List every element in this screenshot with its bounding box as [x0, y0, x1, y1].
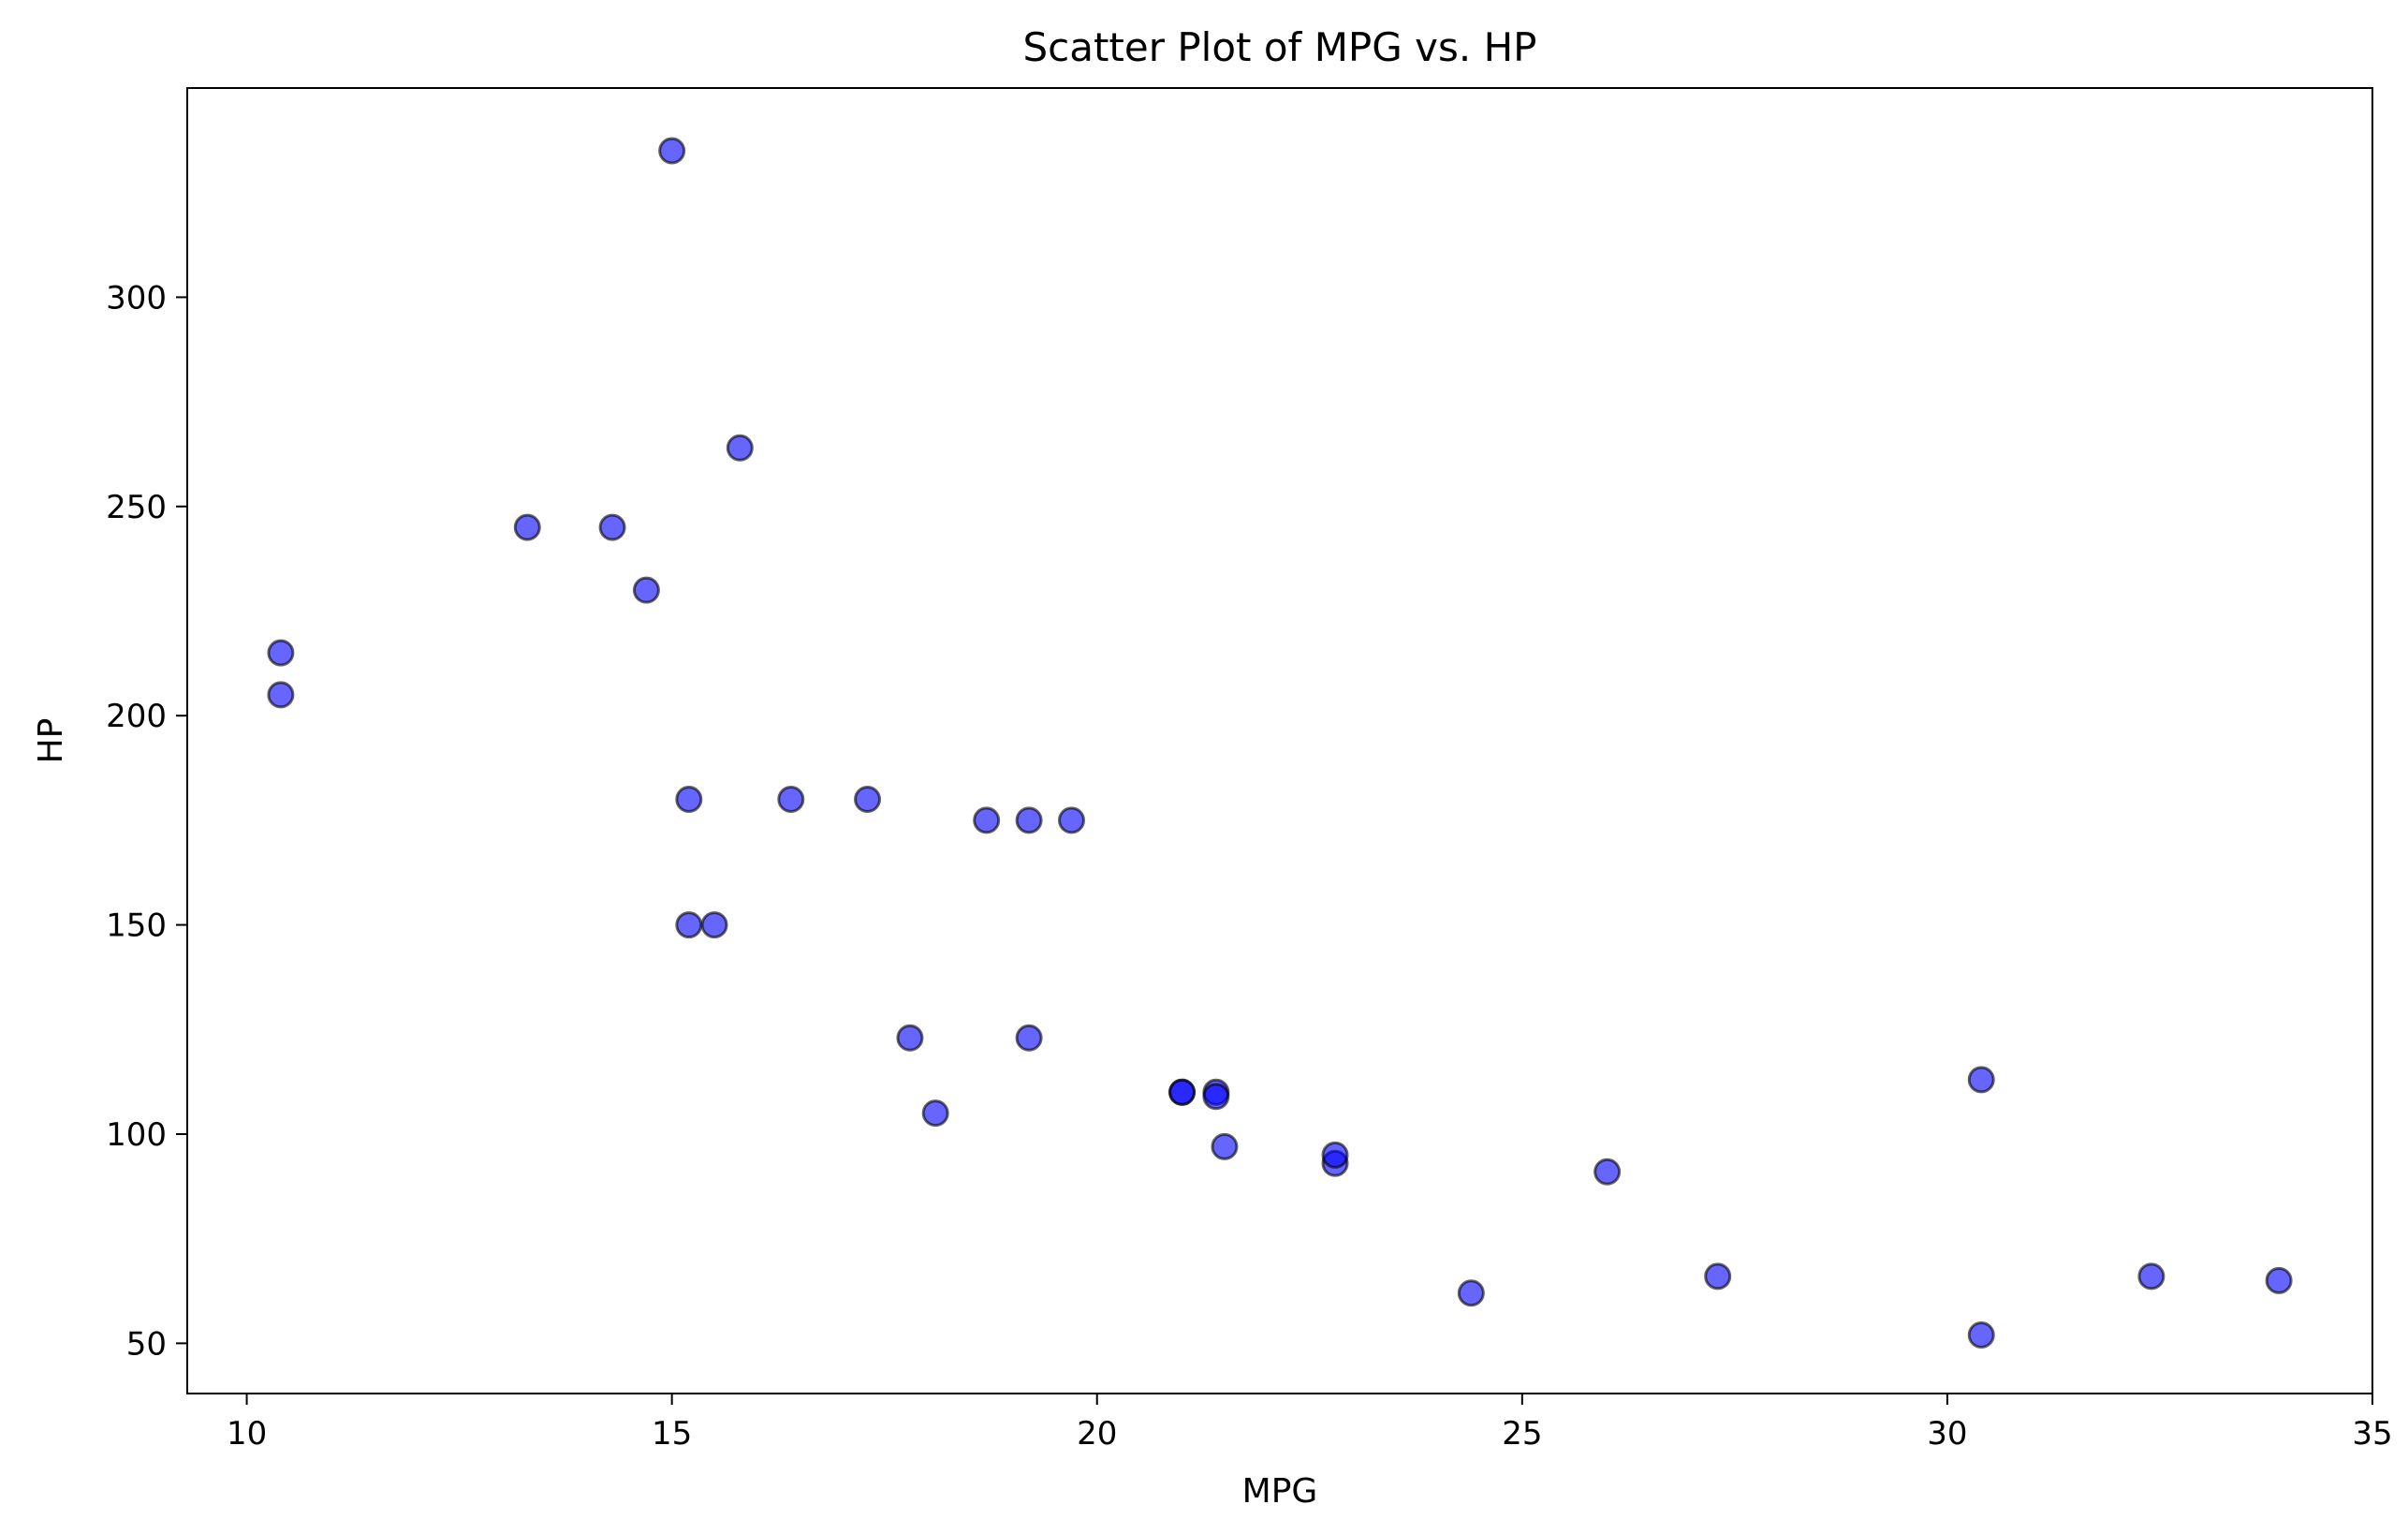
x-tick-label-2: 20: [1077, 1415, 1117, 1453]
y-tick-label-1: 100: [106, 1116, 167, 1154]
data-point-24: [1015, 806, 1043, 834]
data-point-12: [854, 786, 882, 814]
data-point-6: [598, 513, 626, 541]
x-tick-label-1: 15: [652, 1415, 692, 1453]
data-point-10: [896, 1024, 924, 1052]
y-tick-label-3: 200: [106, 698, 167, 735]
y-tick-label-4: 250: [106, 489, 167, 526]
data-point-22: [675, 911, 703, 939]
y-axis-ticks: 50 100 150 200 250 300: [106, 279, 187, 1363]
data-point-26: [1593, 1158, 1622, 1186]
y-tick-label-0: 50: [126, 1325, 167, 1363]
chart-title: Scatter Plot of MPG vs. HP: [1022, 24, 1536, 70]
data-point-20: [1211, 1132, 1239, 1160]
data-point-1: [1168, 1078, 1197, 1106]
data-point-27: [1967, 1066, 1995, 1094]
x-tick-label-3: 25: [1502, 1415, 1542, 1453]
data-point-18: [1967, 1320, 1995, 1349]
data-point-30: [658, 137, 686, 165]
x-tick-label-0: 10: [227, 1415, 267, 1453]
x-axis-ticks: 10 15 20 25 30 35: [227, 1394, 2393, 1453]
y-axis-label: HP: [32, 718, 70, 764]
data-point-5: [921, 1099, 949, 1128]
data-point-25: [1704, 1262, 1732, 1291]
data-point-15: [267, 639, 295, 667]
data-point-19: [2265, 1266, 2293, 1294]
data-point-9: [1015, 1024, 1043, 1052]
data-point-17: [2137, 1262, 2166, 1291]
data-point-14: [267, 681, 295, 709]
data-point-31: [1202, 1083, 1230, 1111]
points-layer: [267, 137, 2293, 1349]
data-point-23: [513, 513, 541, 541]
data-point-4: [973, 806, 1001, 834]
data-point-21: [700, 911, 728, 939]
y-tick-label-2: 150: [106, 907, 167, 945]
data-point-16: [632, 576, 660, 604]
data-point-28: [726, 434, 754, 462]
data-point-7: [1457, 1279, 1485, 1307]
data-point-29: [1057, 806, 1085, 834]
data-point-8: [1321, 1141, 1349, 1169]
data-point-13: [675, 786, 703, 814]
x-axis-label: MPG: [1242, 1472, 1318, 1511]
x-tick-label-4: 30: [1927, 1415, 1967, 1453]
y-tick-label-5: 300: [106, 279, 167, 317]
plot-area-frame: [186, 87, 2373, 1394]
x-tick-label-5: 35: [2352, 1415, 2392, 1453]
data-point-11: [777, 786, 805, 814]
